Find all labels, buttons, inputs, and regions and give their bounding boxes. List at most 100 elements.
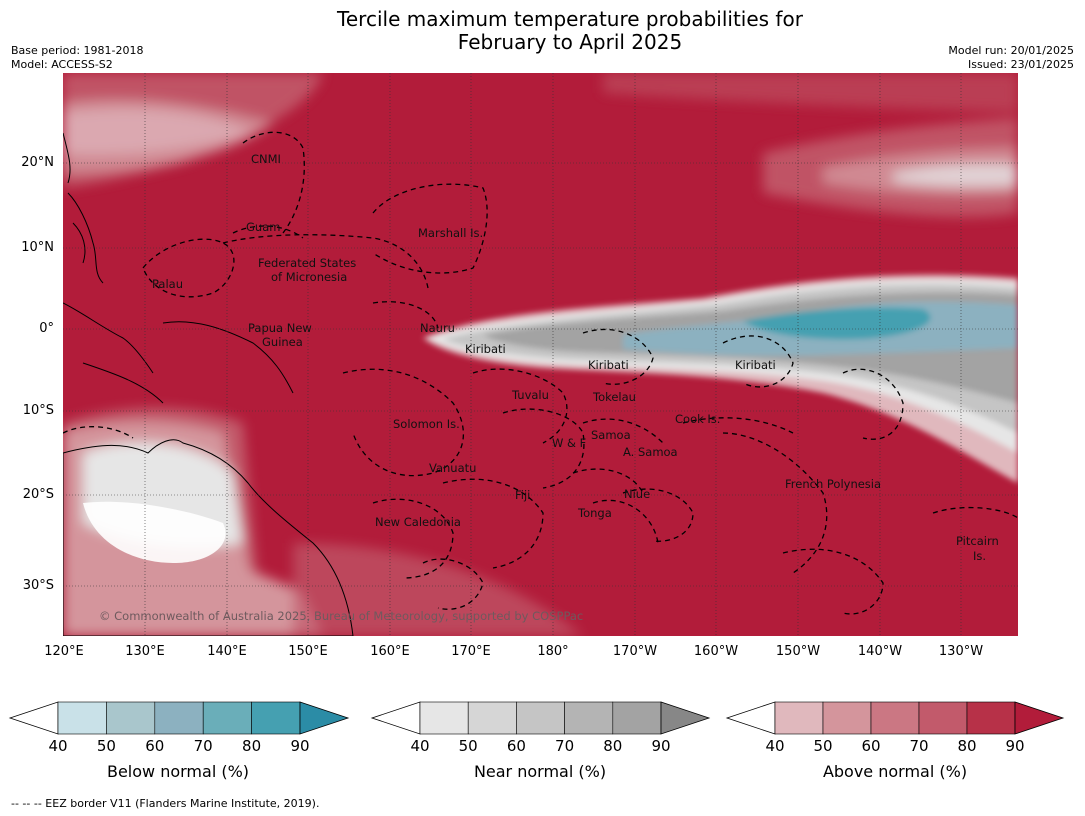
gridlines	[63, 73, 1018, 636]
colorbar-segment	[251, 701, 301, 735]
colorbar-tick-label: 60	[861, 737, 881, 755]
colorbar-segment	[154, 701, 204, 735]
region-labels: CNMI Guam Marshall Is. Federated States …	[152, 152, 999, 563]
label-asamoa: A. Samoa	[623, 445, 678, 459]
label-tonga: Tonga	[577, 506, 612, 520]
label-png-2: Guinea	[262, 335, 303, 349]
label-pitcairn-1: Pitcairn	[956, 534, 999, 548]
lon-label: 140°W	[857, 644, 903, 659]
colorbar-extend-low	[370, 701, 421, 735]
colorbar-above-label: Above normal (%)	[822, 762, 968, 781]
label-niue: Niue	[624, 487, 650, 501]
label-tokelau: Tokelau	[592, 390, 636, 404]
colorbar-extend-low	[8, 701, 59, 735]
model-run-text: Model run: 20/01/2025	[948, 44, 1074, 57]
lon-label: 160°E	[370, 644, 410, 659]
colorbar-segment	[516, 701, 565, 735]
map-svg: CNMI Guam Marshall Is. Federated States …	[63, 73, 1018, 636]
colorbar-segment	[966, 701, 1016, 735]
label-solomon: Solomon Is.	[393, 417, 460, 431]
colorbar-tick-label: 70	[909, 737, 929, 755]
colorbar-tick-label: 80	[603, 737, 623, 755]
colorbar-segment	[564, 701, 614, 735]
label-french-polynesia: French Polynesia	[785, 477, 881, 491]
colorbar-tick-label: 40	[410, 737, 430, 755]
colorbar-extend-high	[660, 701, 711, 735]
label-tuvalu: Tuvalu	[511, 388, 549, 402]
label-nauru: Nauru	[420, 321, 455, 335]
lon-label: 140°E	[207, 644, 247, 659]
colorbar-tick-label: 50	[96, 737, 116, 755]
base-period-text: Base period: 1981-2018	[11, 44, 144, 57]
colorbar-tick-label: 60	[506, 737, 526, 755]
title-line-2: February to April 2025	[457, 30, 683, 54]
label-guam: Guam	[246, 220, 280, 234]
label-new-caledonia: New Caledonia	[375, 515, 461, 529]
label-fsm-2: of Micronesia	[271, 270, 347, 284]
colorbar-tick-label: 50	[458, 737, 478, 755]
colorbar-below-label: Below normal (%)	[106, 762, 250, 781]
colorbar-tick-label: 90	[651, 737, 671, 755]
lon-label: 130°W	[938, 644, 984, 659]
label-kiribati-west: Kiribati	[465, 342, 506, 356]
colorbar-tick-label: 60	[145, 737, 165, 755]
label-kiribati-east: Kiribati	[735, 358, 776, 372]
colorbar-tick-label: 70	[555, 737, 575, 755]
colorbar-extend-high	[299, 701, 350, 735]
australia-land	[63, 439, 354, 636]
colorbar-segment	[202, 701, 252, 735]
colorbar-tick-label: 70	[193, 737, 213, 755]
copyright-text: © Commonwealth of Australia 2025, Bureau…	[99, 609, 583, 623]
colorbar-near-label: Near normal (%)	[473, 762, 607, 781]
label-wf: W & F	[552, 436, 586, 450]
colorbar-tick-label: 40	[765, 737, 785, 755]
colorbar-segment	[419, 701, 469, 735]
label-fsm-1: Federated States	[258, 256, 356, 270]
lon-label: 170°E	[451, 644, 491, 659]
colorbar-segment	[612, 701, 662, 735]
colorbar-above-normal	[725, 701, 1065, 735]
colorbar-segment	[918, 701, 968, 735]
colorbar-tick-label: 90	[290, 737, 310, 755]
colorbar-extend-high	[1014, 701, 1065, 735]
colorbar-segment	[822, 701, 872, 735]
lon-label: 120°E	[44, 644, 84, 659]
probability-map: CNMI Guam Marshall Is. Federated States …	[63, 73, 1018, 636]
lat-label: 0°	[39, 321, 54, 336]
colorbar-tick-label: 40	[48, 737, 68, 755]
label-fiji: Fiji	[515, 488, 530, 502]
lat-label: 30°S	[22, 578, 54, 593]
label-vanuatu: Vanuatu	[429, 461, 476, 475]
label-png-1: Papua New	[248, 321, 312, 335]
lon-label: 180°	[537, 644, 569, 659]
title-line-1: Tercile maximum temperature probabilitie…	[337, 7, 803, 31]
north-light-bands	[63, 73, 1018, 217]
label-pitcairn-2: Is.	[973, 549, 986, 563]
label-kiribati-central: Kiribati	[588, 358, 629, 372]
eez-borders	[63, 131, 1018, 615]
colorbar-below-normal	[8, 701, 350, 735]
lon-label: 150°W	[775, 644, 821, 659]
lon-label: 170°W	[612, 644, 658, 659]
lon-label: 130°E	[125, 644, 165, 659]
label-marshall: Marshall Is.	[418, 226, 483, 240]
colorbar-segment	[774, 701, 824, 735]
label-cook: Cook Is.	[675, 412, 720, 426]
model-text: Model: ACCESS-S2	[11, 58, 113, 71]
issued-text: Issued: 23/01/2025	[967, 58, 1074, 71]
colorbar-segment	[467, 701, 517, 735]
colorbar-segment	[106, 701, 156, 735]
lat-label: 10°S	[22, 403, 54, 418]
label-samoa: Samoa	[591, 428, 631, 442]
colorbar-segment	[57, 701, 107, 735]
footnote: -- -- -- EEZ border V11 (Flanders Marine…	[11, 797, 320, 810]
label-cnmi: CNMI	[251, 152, 281, 166]
equatorial-tongue	[423, 274, 1018, 483]
lat-label: 20°N	[21, 155, 54, 170]
map-title: Tercile maximum temperature probabilitie…	[0, 8, 1085, 54]
lat-label: 10°N	[21, 240, 54, 255]
colorbar-segment	[870, 701, 920, 735]
colorbar-tick-label: 50	[813, 737, 833, 755]
